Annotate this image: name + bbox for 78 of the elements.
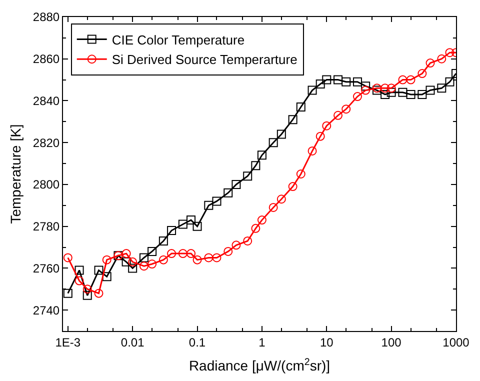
point — [288, 182, 298, 192]
point — [406, 90, 416, 99]
point — [288, 115, 298, 124]
y-tick-label: 2880 — [32, 10, 60, 24]
point — [167, 226, 176, 236]
point — [224, 246, 233, 256]
point — [361, 86, 370, 95]
point — [276, 194, 286, 204]
x-tick-label: 1E-3 — [55, 335, 81, 350]
legend-label: Si Derived Source Temperarture — [112, 52, 298, 68]
point — [74, 266, 84, 275]
x-tick-label: 0.01 — [120, 335, 145, 350]
point — [334, 110, 343, 120]
point — [158, 255, 168, 264]
x-tick-label: 100 — [381, 335, 402, 350]
y-tick-label: 2840 — [32, 94, 60, 108]
point — [158, 236, 168, 246]
point — [139, 262, 148, 271]
point — [94, 266, 104, 275]
point — [82, 284, 92, 294]
point — [445, 48, 454, 58]
point — [186, 249, 196, 258]
x-tick-label: 0.1 — [188, 335, 206, 350]
point — [426, 58, 435, 68]
point — [186, 216, 196, 225]
point — [398, 75, 408, 84]
point — [276, 130, 286, 139]
point — [212, 196, 222, 206]
point — [167, 249, 176, 258]
point — [296, 170, 306, 178]
point — [268, 138, 278, 148]
point — [406, 75, 416, 84]
point — [268, 202, 278, 212]
point — [232, 180, 241, 189]
y-axis-title: Temperature [K] — [7, 124, 24, 224]
point — [342, 77, 351, 86]
x-tick-label: 1000 — [442, 335, 470, 350]
y-tick-label: 2760 — [32, 261, 60, 276]
point — [204, 253, 214, 262]
y-tick-label: 2820 — [32, 136, 60, 150]
point — [232, 240, 241, 250]
point — [102, 255, 112, 264]
point — [342, 104, 351, 114]
point — [316, 79, 325, 88]
legend-label: CIE Color Temperature — [112, 32, 245, 48]
y-tick-label: 2740 — [32, 303, 60, 318]
point — [251, 161, 260, 170]
point — [94, 288, 104, 298]
point — [139, 253, 148, 262]
point — [212, 253, 222, 262]
y-tick-label: 2860 — [32, 52, 60, 66]
point — [122, 257, 131, 266]
point — [352, 77, 362, 86]
point — [296, 102, 306, 112]
x-tick-label: 1 — [258, 335, 266, 350]
point — [204, 200, 214, 210]
x-tick-label: 10 — [320, 335, 334, 350]
point — [445, 77, 454, 86]
point — [418, 69, 427, 78]
point — [122, 249, 131, 258]
x-axis-title: Radiance [μW/(cm$^{2}$sr)] — [188, 356, 330, 374]
point — [426, 86, 435, 95]
y-tick-label: 2800 — [32, 178, 60, 192]
point — [398, 88, 408, 97]
point — [82, 290, 92, 300]
point — [316, 132, 325, 141]
point — [148, 260, 157, 269]
point — [102, 272, 112, 282]
point — [74, 276, 84, 286]
y-tick-label: 2780 — [32, 220, 60, 234]
point — [334, 75, 343, 84]
point — [352, 92, 362, 102]
point — [380, 90, 390, 99]
point — [148, 246, 157, 256]
point — [380, 84, 390, 93]
point — [418, 90, 427, 99]
point — [251, 224, 260, 233]
point — [224, 188, 233, 198]
